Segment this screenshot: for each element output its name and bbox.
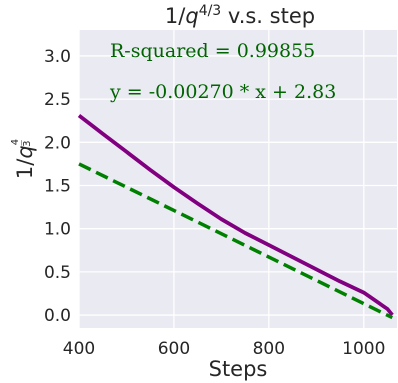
annotation-text: R-squared = 0.99855: [110, 40, 315, 62]
ticks-group: 400 600 800 1000 0.0 0.5 1.0 1.5 2.0 2.5 3.0: [44, 47, 385, 359]
grid: [78, 30, 397, 328]
y-axis-label: 1/q4—3: [10, 139, 37, 179]
series-group: [77, 113, 394, 320]
annotation-text: y = -0.00270 * x + 2.83: [109, 81, 336, 103]
x-tick-label: 1000: [342, 339, 385, 359]
y-tick-label: 1.0: [44, 220, 71, 240]
y-tick-label: 0.5: [44, 263, 71, 283]
annotations-group: R-squared = 0.99855 y = -0.00270 * x + 2.…: [109, 40, 336, 103]
data-line-solid: [77, 113, 394, 317]
x-axis-label: Steps: [209, 357, 268, 381]
y-tick-label: 1.5: [44, 176, 71, 196]
y-tick-label: 2.5: [44, 90, 71, 110]
fit-line-dashed: [78, 162, 394, 320]
y-tick-label: 3.0: [44, 47, 71, 67]
x-tick-label: 800: [253, 339, 285, 359]
x-tick-label: 400: [63, 339, 95, 359]
y-tick-label: 0.0: [44, 306, 71, 326]
x-tick-label: 600: [158, 339, 190, 359]
y-tick-label: 2.0: [44, 133, 71, 153]
plot-background: [79, 30, 397, 328]
chart-title: 1/q4/3 v.s. step: [165, 3, 315, 28]
